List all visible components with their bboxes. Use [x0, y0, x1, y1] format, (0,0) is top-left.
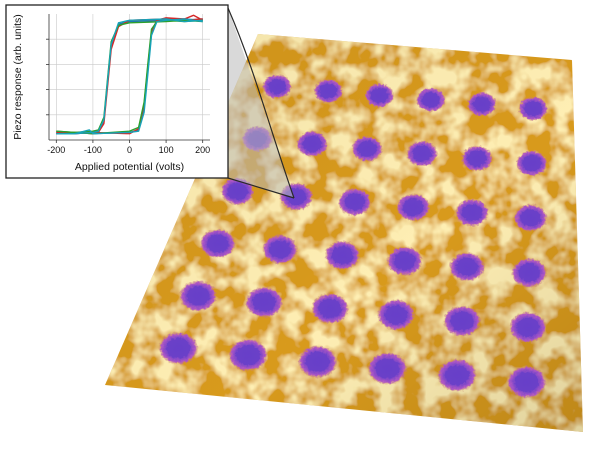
domain-dot: [513, 204, 548, 232]
x-tick-label: 0: [127, 145, 132, 155]
domain-dot: [467, 92, 497, 117]
domain-dot: [179, 280, 217, 312]
domain-dots: [158, 74, 548, 399]
y-axis-label: Piezo response (arb. units): [12, 14, 24, 139]
domain-dot: [220, 177, 255, 206]
x-tick-label: -200: [47, 145, 65, 155]
domain-dot: [337, 188, 372, 216]
domain-dot: [351, 135, 383, 162]
domain-dot: [324, 240, 361, 270]
chart-grid: [49, 14, 210, 140]
x-axis-label: Applied potential (volts): [75, 161, 184, 173]
hysteresis-branch-reverse: [56, 18, 203, 135]
domain-dot: [158, 331, 199, 365]
domain-dot: [199, 228, 236, 259]
domain-dot: [296, 130, 328, 157]
domain-dot: [511, 257, 548, 288]
domain-dot: [377, 299, 415, 331]
domain-dot: [518, 96, 548, 121]
inset-callout: [227, 7, 295, 199]
domain-dot: [228, 338, 268, 372]
x-ticks: -200 -100 0 100 200: [47, 140, 210, 155]
domain-dot: [396, 193, 431, 222]
domain-dot: [437, 358, 477, 392]
domain-dot: [364, 83, 395, 108]
domain-dot: [415, 87, 446, 113]
domain-dot: [262, 234, 298, 265]
domain-dot: [313, 78, 343, 104]
domain-dot: [367, 352, 408, 385]
domain-dot: [509, 311, 547, 343]
x-tick-label: 100: [159, 145, 174, 155]
domain-dot: [406, 140, 438, 167]
domain-dot: [506, 365, 547, 399]
inset-frame: [5, 4, 229, 179]
hysteresis-branch-forward: [56, 18, 203, 135]
domain-dot: [311, 292, 349, 325]
domain-dot: [455, 198, 489, 227]
domain-dot: [516, 150, 548, 177]
domain-dot: [245, 286, 283, 318]
domain-dot: [262, 74, 292, 99]
domain-dot: [443, 305, 481, 337]
y-ticks: [46, 38, 49, 116]
x-tick-label: -100: [84, 145, 102, 155]
domain-dot: [386, 246, 423, 276]
domain-dot: [461, 145, 493, 172]
hysteresis-curves: [56, 14, 204, 135]
x-tick-label: 200: [195, 145, 210, 155]
inset-chart: -200 -100 0 100 200 Applied potential (volts…: [5, 4, 229, 179]
domain-dot: [297, 345, 338, 379]
domain-dot: [449, 252, 485, 282]
